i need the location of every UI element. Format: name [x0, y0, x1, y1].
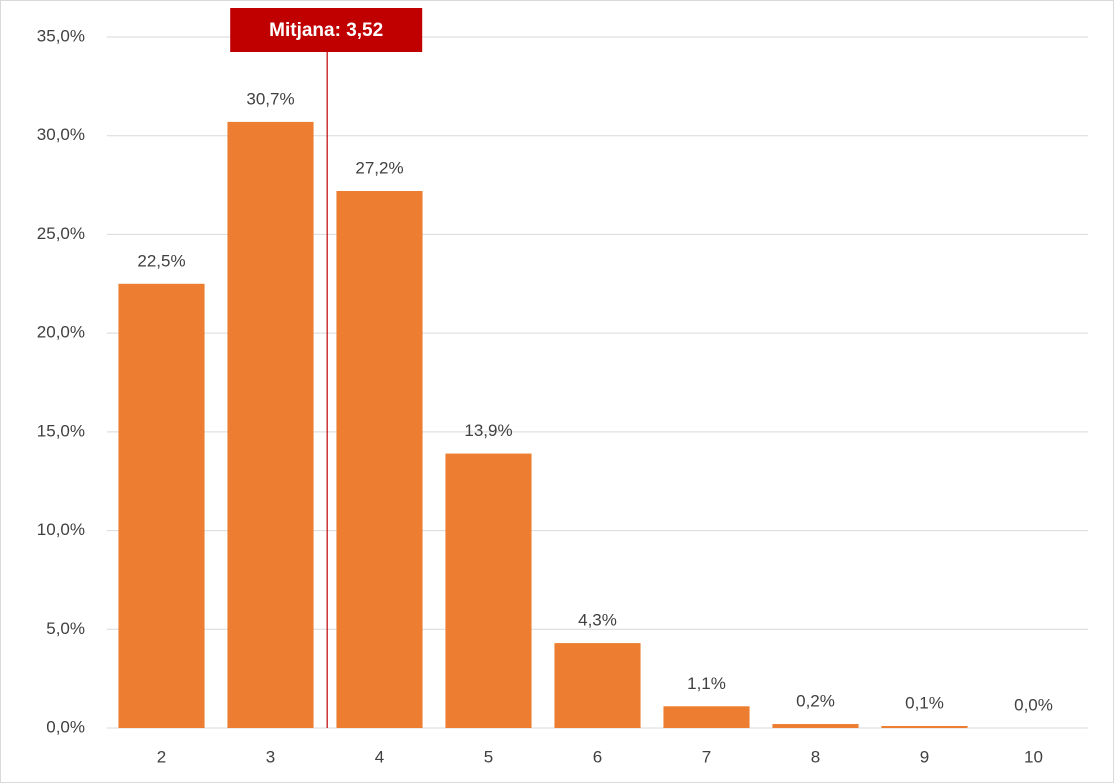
value-label: 30,7% — [246, 89, 294, 108]
y-tick-label: 30,0% — [37, 125, 85, 144]
value-label: 22,5% — [137, 251, 185, 270]
y-tick-label: 20,0% — [37, 323, 85, 342]
bar — [772, 724, 859, 728]
bar — [881, 726, 968, 728]
y-tick-label: 10,0% — [37, 520, 85, 539]
y-tick-label: 35,0% — [37, 26, 85, 45]
bar — [445, 453, 532, 728]
value-label: 13,9% — [464, 421, 512, 440]
x-tick-label: 3 — [266, 747, 275, 766]
mean-label: Mitjana: 3,52 — [269, 20, 383, 41]
value-label: 0,1% — [905, 694, 944, 713]
bar — [227, 121, 314, 728]
value-label: 27,2% — [355, 158, 403, 177]
x-tick-label: 5 — [484, 747, 493, 766]
value-label: 0,2% — [796, 692, 835, 711]
x-tick-label: 7 — [702, 747, 711, 766]
y-tick-label: 0,0% — [46, 717, 85, 736]
value-label: 4,3% — [578, 611, 617, 630]
bar — [336, 190, 423, 729]
bar — [118, 283, 205, 728]
x-tick-label: 4 — [375, 747, 384, 766]
mean-label-box — [230, 8, 423, 52]
y-tick-label: 25,0% — [37, 224, 85, 243]
x-tick-label: 9 — [920, 747, 929, 766]
value-label: 1,1% — [687, 674, 726, 693]
x-tick-label: 10 — [1024, 747, 1043, 766]
value-label: 0,0% — [1014, 695, 1053, 714]
x-tick-label: 6 — [593, 747, 602, 766]
x-tick-label: 8 — [811, 747, 820, 766]
bar — [554, 643, 641, 728]
y-tick-label: 15,0% — [37, 421, 85, 440]
bar — [663, 706, 750, 728]
y-tick-label: 5,0% — [46, 619, 85, 638]
x-tick-label: 2 — [157, 747, 166, 766]
